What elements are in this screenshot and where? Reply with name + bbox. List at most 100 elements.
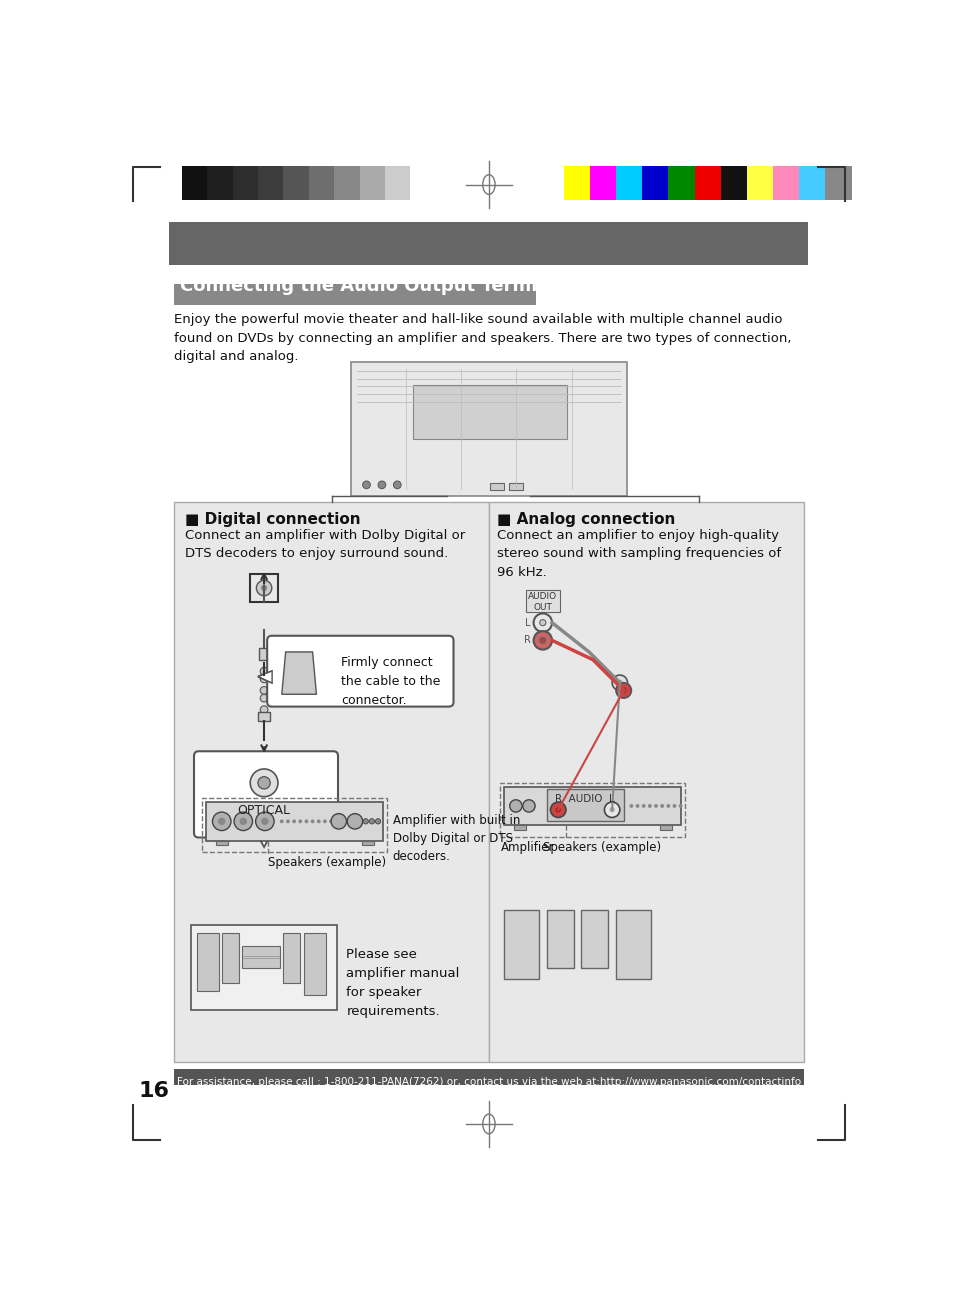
Circle shape — [620, 687, 626, 694]
Circle shape — [362, 481, 370, 489]
Circle shape — [647, 804, 651, 807]
Bar — [489, 483, 503, 490]
Bar — [283, 933, 300, 983]
Circle shape — [260, 668, 268, 675]
Bar — [309, 166, 334, 201]
Circle shape — [255, 813, 274, 831]
Bar — [359, 166, 385, 201]
Bar — [334, 166, 359, 201]
Polygon shape — [257, 672, 272, 683]
Bar — [385, 166, 410, 201]
FancyBboxPatch shape — [193, 752, 337, 837]
Text: AUDIO
OUT: AUDIO OUT — [528, 591, 557, 612]
Circle shape — [550, 802, 565, 818]
Bar — [257, 712, 270, 721]
Circle shape — [218, 818, 225, 826]
Circle shape — [678, 804, 681, 807]
Circle shape — [629, 804, 633, 807]
Bar — [215, 841, 228, 845]
FancyBboxPatch shape — [250, 575, 277, 602]
Circle shape — [641, 804, 645, 807]
Text: Speakers (example): Speakers (example) — [268, 855, 386, 870]
Circle shape — [260, 675, 268, 683]
Circle shape — [654, 804, 658, 807]
Bar — [641, 166, 668, 201]
Bar — [772, 166, 799, 201]
Bar — [233, 166, 257, 201]
Bar — [304, 933, 325, 995]
Bar — [197, 933, 218, 991]
Circle shape — [250, 769, 277, 797]
Bar — [508, 483, 522, 490]
Circle shape — [260, 705, 268, 713]
Bar — [500, 783, 684, 837]
Text: Speakers (example): Speakers (example) — [542, 841, 660, 854]
Text: OPTICAL: OPTICAL — [237, 804, 291, 817]
Bar — [563, 166, 589, 201]
Bar — [361, 841, 374, 845]
Text: Amplifier: Amplifier — [500, 841, 554, 854]
Bar — [694, 166, 720, 201]
Bar — [191, 925, 336, 1011]
Bar — [413, 384, 566, 439]
Bar — [257, 166, 283, 201]
Circle shape — [635, 804, 639, 807]
Circle shape — [323, 819, 327, 823]
Text: R  AUDIO  L: R AUDIO L — [555, 795, 615, 805]
Text: Amplifier with built in
Dolby Digital or DTS
decoders.: Amplifier with built in Dolby Digital or… — [393, 814, 519, 863]
Circle shape — [539, 638, 545, 643]
Text: Connecting the Audio Output Terminal: Connecting the Audio Output Terminal — [180, 277, 568, 295]
Bar — [746, 166, 772, 201]
Bar — [580, 910, 608, 968]
Bar — [241, 946, 280, 968]
Bar — [181, 166, 207, 201]
Bar — [488, 502, 803, 1062]
Circle shape — [539, 620, 545, 626]
Circle shape — [279, 819, 283, 823]
Circle shape — [331, 814, 346, 829]
Text: Connect an amplifier with Dolby Digital or
DTS decoders to enjoy surround sound.: Connect an amplifier with Dolby Digital … — [185, 529, 464, 560]
Circle shape — [377, 481, 385, 489]
Text: For assistance, please call : 1-800-211-PANA(7262) or, contact us via the web at: For assistance, please call : 1-800-211-… — [176, 1077, 801, 1087]
Circle shape — [286, 819, 290, 823]
Circle shape — [329, 819, 333, 823]
Circle shape — [261, 818, 268, 826]
Circle shape — [666, 804, 670, 807]
Circle shape — [233, 813, 253, 831]
Bar — [824, 166, 851, 201]
Circle shape — [612, 675, 627, 691]
Circle shape — [369, 819, 375, 824]
Text: L: L — [524, 617, 530, 628]
Circle shape — [393, 481, 400, 489]
Circle shape — [604, 802, 619, 818]
Circle shape — [616, 683, 631, 699]
Bar — [173, 1069, 803, 1086]
FancyBboxPatch shape — [267, 635, 453, 707]
Bar — [799, 166, 824, 201]
Circle shape — [509, 800, 521, 813]
Bar — [258, 648, 269, 660]
Bar — [283, 166, 309, 201]
Bar — [525, 590, 559, 612]
Text: ■ Digital connection: ■ Digital connection — [185, 512, 360, 527]
Bar — [589, 166, 616, 201]
Bar — [410, 166, 436, 201]
Text: Connect an amplifier to enjoy high-quality
stereo sound with sampling frequencie: Connect an amplifier to enjoy high-quali… — [497, 529, 780, 578]
Circle shape — [304, 819, 308, 823]
Circle shape — [609, 807, 614, 813]
Text: Enjoy the powerful movie theater and hall-like sound available with multiple cha: Enjoy the powerful movie theater and hal… — [173, 313, 791, 364]
Circle shape — [363, 819, 368, 824]
Text: Firmly connect
the cable to the
connector.: Firmly connect the cable to the connecto… — [341, 656, 440, 707]
Bar — [170, 223, 807, 264]
Polygon shape — [260, 672, 271, 682]
Bar — [504, 910, 538, 980]
Circle shape — [292, 819, 295, 823]
Circle shape — [347, 814, 362, 829]
Circle shape — [298, 819, 302, 823]
Text: R: R — [523, 635, 530, 646]
Circle shape — [616, 679, 622, 686]
Bar — [173, 502, 488, 1062]
Bar — [720, 166, 746, 201]
Text: Please see
amplifier manual
for speaker
requirements.: Please see amplifier manual for speaker … — [346, 949, 459, 1018]
Circle shape — [522, 800, 535, 813]
